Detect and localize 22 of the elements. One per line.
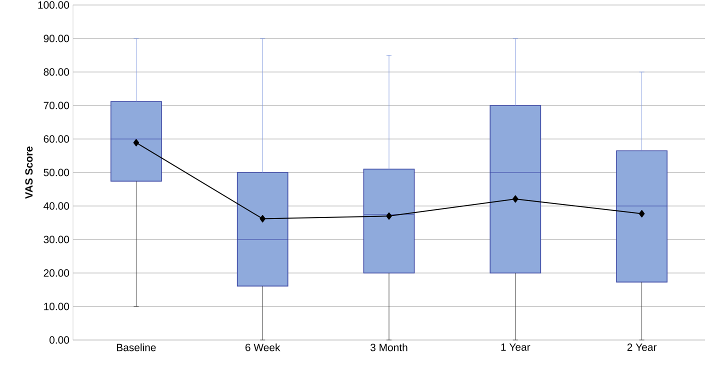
- x-tick-label: 6 Week: [245, 344, 280, 352]
- y-tick-label: 30.00: [44, 236, 70, 244]
- x-tick-label: 3 Month: [370, 344, 408, 352]
- y-tick-label: 100.00: [38, 1, 70, 9]
- y-tick-label: 10.00: [44, 302, 70, 310]
- point: [386, 212, 392, 220]
- y-axis-title: VAS Score: [25, 146, 33, 199]
- y-tick-label: 50.00: [44, 168, 70, 176]
- y-tick-label: 60.00: [44, 135, 70, 143]
- point: [512, 195, 518, 203]
- x-tick-label: Baseline: [116, 344, 156, 352]
- y-tick-label: 70.00: [44, 102, 70, 110]
- y-tick-label: 0.00: [50, 336, 70, 344]
- x-tick-label: 1 Year: [501, 344, 530, 351]
- y-tick-label: 90.00: [44, 34, 70, 42]
- y-tick-label: 40.00: [44, 202, 70, 210]
- x-tick-label: 2 Year: [627, 344, 657, 351]
- point: [133, 138, 140, 146]
- point: [638, 210, 645, 218]
- y-tick-label: 20.00: [44, 269, 70, 277]
- point: [260, 215, 266, 222]
- y-tick-label: 80.00: [44, 68, 70, 76]
